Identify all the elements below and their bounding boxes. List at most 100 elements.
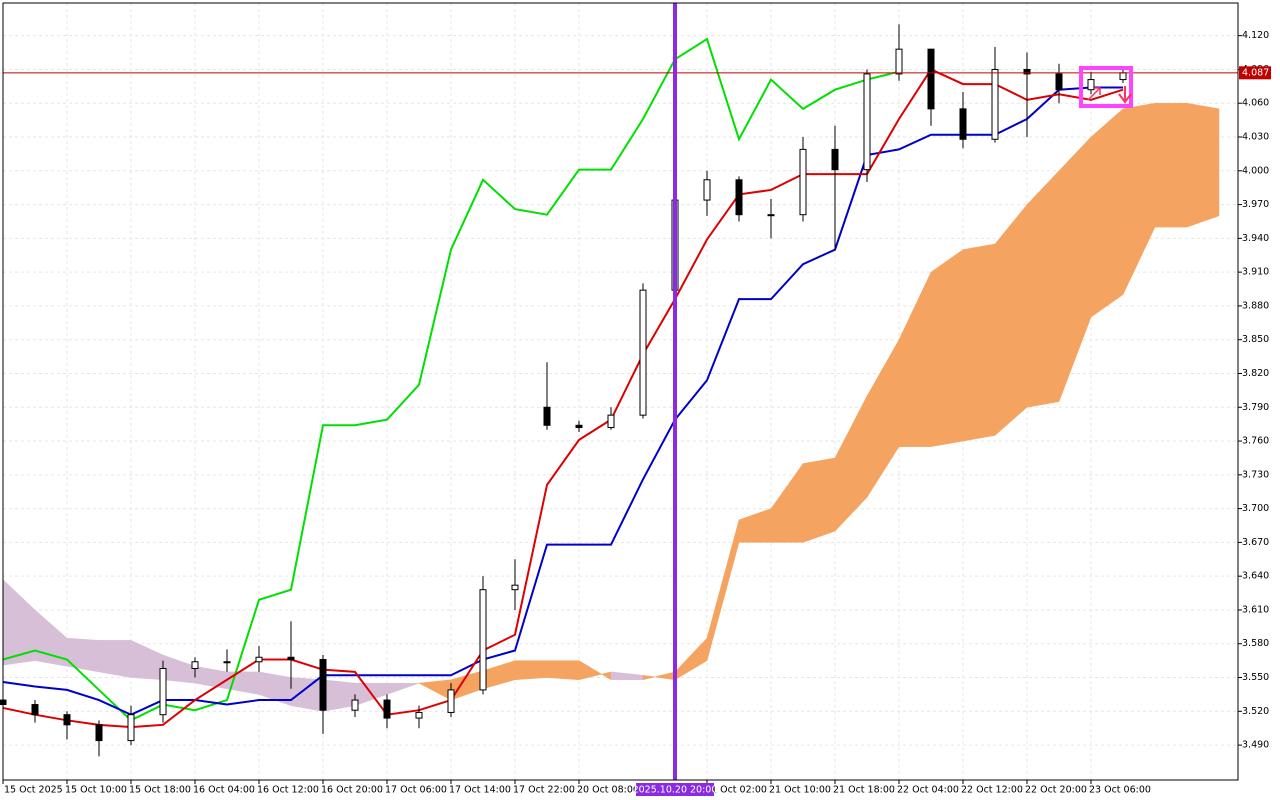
price-label-box — [1239, 66, 1271, 80]
x-tick-label: 17 Oct 14:00 — [449, 785, 511, 796]
annotation-arrow — [1118, 86, 1132, 104]
candle-body — [255, 656, 263, 663]
candle-body — [895, 48, 903, 75]
candle-body — [1023, 68, 1031, 75]
indicator-line — [2, 68, 1124, 729]
candle-body — [415, 711, 423, 719]
candle-body — [831, 148, 839, 171]
y-tick-label: 3.730 — [1242, 469, 1269, 480]
y-tick-label: 3.820 — [1242, 368, 1269, 379]
x-tick-label: 16 Oct 12:00 — [257, 785, 319, 796]
x-tick-label: 22 Oct 04:00 — [897, 785, 959, 796]
y-tick-label: 3.760 — [1242, 436, 1269, 447]
x-tick-label: 22 Oct 20:00 — [1025, 785, 1087, 796]
x-tick-label: 16 Oct 20:00 — [321, 785, 383, 796]
y-tick-label: 3.520 — [1242, 706, 1269, 717]
y-tick-label: 3.910 — [1242, 267, 1269, 278]
y-tick-label: 3.880 — [1242, 300, 1269, 311]
y-tick-label: 3.580 — [1242, 638, 1269, 649]
y-tick-label: 3.670 — [1242, 537, 1269, 548]
cloud-segment — [802, 457, 836, 543]
candle-body — [319, 659, 327, 711]
candle-body — [479, 589, 487, 691]
candle-body — [863, 73, 871, 171]
annotation-arrow — [1087, 87, 1101, 101]
cloud-segment — [66, 637, 100, 673]
candle-body — [767, 214, 775, 217]
candle-body — [351, 699, 359, 711]
y-tick-label: 4.120 — [1242, 30, 1269, 41]
y-tick-label: 4.000 — [1242, 165, 1269, 176]
candle-body — [191, 661, 199, 670]
x-tick-label: 16 Oct 04:00 — [193, 785, 255, 796]
candle-body — [607, 414, 615, 429]
overlay-layer: 3.490 3.520 3.550 3.580 3.610 3.640 3.670 3.700… — [2, 3, 1271, 796]
x-tick-label: 21 Oct 10:00 — [769, 785, 831, 796]
candle-body — [511, 584, 519, 591]
candles-layer — [0, 24, 1127, 757]
cloud-segment — [546, 660, 580, 681]
cloud-segment — [98, 640, 132, 678]
candle-body — [543, 406, 551, 426]
price-label: 4.087 — [1242, 67, 1269, 78]
crosshair-label: 2025.10.20 20:00 — [633, 785, 718, 796]
y-tick-label: 4.060 — [1242, 98, 1269, 109]
candle-body — [639, 289, 647, 416]
cloud-segment — [962, 243, 996, 442]
candle-body — [1119, 72, 1127, 81]
candle-body — [1055, 73, 1063, 91]
cloud-segment — [290, 677, 324, 712]
x-tick-label: 15 Oct 18:00 — [129, 785, 191, 796]
x-tick-label: 23 Oct 06:00 — [1089, 785, 1151, 796]
candle-body — [575, 424, 583, 429]
y-tick-label: 3.940 — [1242, 233, 1269, 244]
cloud-segment — [1154, 102, 1188, 228]
x-tick-label: 21 Oct 02:00 — [705, 785, 767, 796]
cloud-segment — [1026, 170, 1060, 408]
y-tick-label: 4.030 — [1242, 132, 1269, 143]
x-tick-label: 17 Oct 06:00 — [385, 785, 447, 796]
y-tick-label: 3.640 — [1242, 571, 1269, 582]
y-tick-label: 3.790 — [1242, 402, 1269, 413]
y-tick-label: 3.700 — [1242, 503, 1269, 514]
candle-body — [31, 704, 39, 716]
cloud-segment — [1186, 102, 1220, 228]
cloud-segment — [994, 203, 1028, 436]
plot-border — [2, 2, 1239, 781]
candle-body — [447, 689, 455, 713]
candle-body — [799, 148, 807, 216]
cloud-segment — [386, 682, 420, 695]
candle-body — [959, 108, 967, 140]
y-tick-label: 3.850 — [1242, 334, 1269, 345]
lines-layer — [2, 37, 1124, 729]
y-tick-label: 3.970 — [1242, 199, 1269, 210]
x-tick-label: 20 Oct 08:00 — [577, 785, 639, 796]
candle-body — [927, 48, 935, 110]
x-tick-label: 22 Oct 12:00 — [961, 785, 1023, 796]
x-tick-label: 15 Oct 2025 — [4, 785, 63, 796]
x-tick-label: 17 Oct 22:00 — [513, 785, 575, 796]
candle-body — [991, 68, 999, 140]
candle-body — [287, 656, 295, 661]
annotation-box — [1079, 66, 1133, 108]
candle-body — [63, 714, 71, 726]
crosshair-label-box — [636, 783, 714, 796]
y-tick-label: 3.550 — [1242, 672, 1269, 683]
candle-body — [95, 724, 103, 742]
cloud-segment — [514, 660, 548, 681]
candle-body — [383, 699, 391, 719]
candle-body — [735, 179, 743, 216]
candle-body — [159, 668, 167, 716]
indicator-line — [2, 86, 1123, 716]
indicator-line — [2, 37, 900, 722]
cloud-layer — [2, 102, 1220, 712]
candle-body — [703, 179, 711, 201]
x-tick-label: 15 Oct 10:00 — [65, 785, 127, 796]
candle-body — [1087, 79, 1095, 91]
candle-body — [127, 714, 135, 742]
x-tick-label: 21 Oct 18:00 — [833, 785, 895, 796]
candle-body — [223, 661, 231, 664]
cloud-segment — [1090, 108, 1124, 318]
